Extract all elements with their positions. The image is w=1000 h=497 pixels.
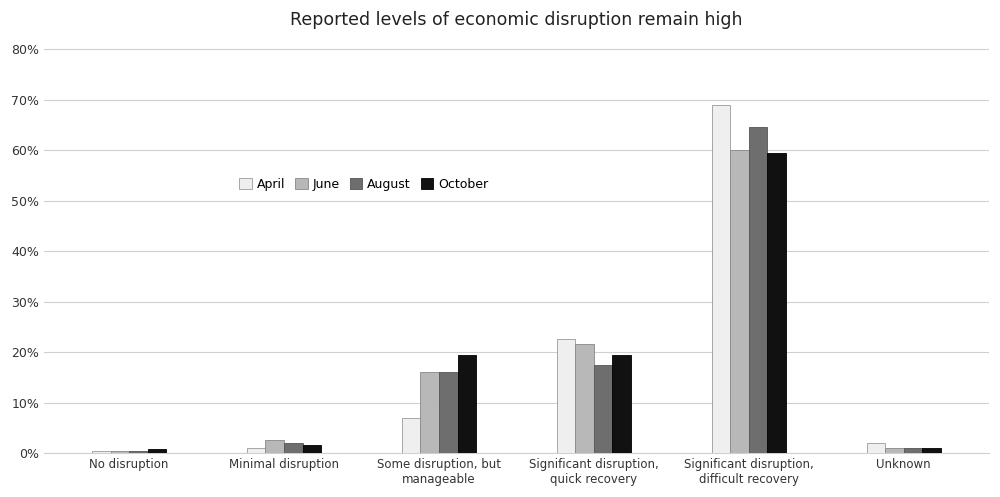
- Bar: [402, 417, 420, 453]
- Bar: [612, 354, 631, 453]
- Bar: [922, 448, 941, 453]
- Bar: [767, 153, 786, 453]
- Bar: [439, 372, 458, 453]
- Bar: [730, 150, 749, 453]
- Bar: [885, 448, 904, 453]
- Bar: [904, 448, 922, 453]
- Bar: [284, 443, 303, 453]
- Bar: [148, 449, 166, 453]
- Bar: [575, 344, 594, 453]
- Bar: [557, 339, 575, 453]
- Bar: [111, 450, 129, 453]
- Bar: [92, 450, 111, 453]
- Bar: [749, 127, 767, 453]
- Bar: [420, 372, 439, 453]
- Bar: [594, 365, 612, 453]
- Bar: [867, 443, 885, 453]
- Title: Reported levels of economic disruption remain high: Reported levels of economic disruption r…: [290, 11, 743, 29]
- Bar: [712, 105, 730, 453]
- Bar: [265, 440, 284, 453]
- Legend: April, June, August, October: April, June, August, October: [239, 178, 489, 191]
- Bar: [303, 445, 321, 453]
- Bar: [458, 354, 476, 453]
- Bar: [129, 450, 148, 453]
- Bar: [247, 448, 265, 453]
